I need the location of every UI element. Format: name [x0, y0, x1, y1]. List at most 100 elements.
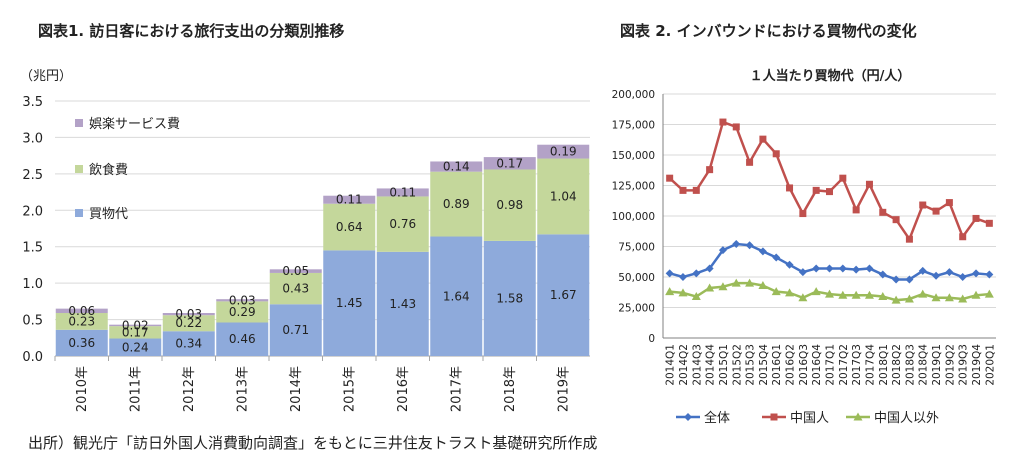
x-tick-label: 2010年 — [75, 366, 90, 412]
bar-segment — [269, 304, 322, 356]
data-point — [918, 266, 927, 275]
data-point — [705, 264, 714, 273]
data-point — [785, 260, 794, 269]
data-point — [932, 207, 940, 215]
data-label: 0.19 — [550, 145, 577, 159]
data-point — [839, 174, 847, 182]
x-tick-label: 2017年 — [449, 366, 464, 412]
bar-segment — [109, 338, 162, 356]
x-tick-label: 2012年 — [182, 366, 197, 412]
x-tick-label: 2018年 — [503, 366, 518, 412]
y-tick-label: 75,000 — [618, 242, 655, 254]
legend-marker — [770, 413, 778, 421]
bar-segment — [376, 251, 429, 356]
x-tick-label: 2019Q2 — [944, 344, 956, 386]
data-label: 0.89 — [443, 197, 470, 211]
bar-segment — [323, 195, 376, 204]
data-point — [665, 287, 675, 296]
x-tick-label: 2017Q3 — [851, 344, 863, 386]
x-tick-label: 2018Q3 — [904, 344, 916, 386]
x-tick-label: 2015年 — [342, 366, 357, 412]
data-label: 0.64 — [336, 220, 363, 234]
data-point — [984, 289, 994, 298]
data-point — [691, 292, 701, 301]
bar-segment — [376, 196, 429, 252]
data-point — [931, 293, 941, 302]
bar-segment — [537, 158, 590, 235]
y-tick-label: 0.0 — [22, 350, 43, 365]
data-label: 0.11 — [389, 185, 416, 199]
data-point — [905, 275, 914, 284]
chart-title: １人当たり買物代（円/人） — [750, 68, 911, 84]
data-point — [891, 295, 901, 304]
data-point — [812, 264, 821, 273]
data-point — [852, 265, 861, 274]
data-label: 0.05 — [282, 264, 309, 278]
stacked-bar-chart: （兆円） 0.0 0.5 1.0 1.5 2.0 2.5 3.0 3.5 0.36 0.230.06… — [20, 69, 590, 412]
data-point — [826, 188, 833, 196]
bar-segment — [537, 234, 590, 356]
x-tick-label: 2015Q1 — [718, 344, 730, 386]
data-point — [971, 290, 981, 299]
bar-segment — [269, 269, 322, 273]
data-point — [972, 214, 980, 222]
bar-segment — [430, 236, 483, 356]
bar-segment — [55, 308, 108, 314]
legend-marker — [853, 412, 863, 421]
y-tick-label: 3.5 — [22, 95, 43, 110]
data-label: 0.36 — [68, 336, 95, 350]
data-point — [799, 210, 807, 218]
legend-label: 飲食費 — [89, 162, 128, 178]
data-point — [905, 235, 913, 243]
bar-segment — [55, 313, 108, 330]
y-tick-label: 1.0 — [22, 277, 43, 292]
data-label: 0.43 — [282, 282, 309, 296]
data-point — [785, 288, 795, 297]
x-tick-label: 2014Q1 — [665, 344, 677, 386]
data-label: 1.58 — [496, 291, 523, 305]
bar-segment — [162, 313, 215, 316]
data-point — [786, 184, 794, 192]
data-label: 0.14 — [443, 160, 470, 174]
bar-segment — [537, 144, 590, 159]
x-tick-label: 2014年 — [289, 366, 304, 412]
data-label: 0.02 — [122, 318, 149, 332]
bar-segment — [269, 272, 322, 305]
x-tick-label: 2015Q4 — [758, 344, 770, 386]
x-tick-label: 2020Q1 — [984, 344, 996, 386]
x-tick-label: 2018Q2 — [891, 344, 903, 386]
data-point — [865, 264, 874, 273]
data-point — [892, 216, 900, 224]
data-point — [705, 283, 715, 292]
series-line — [668, 120, 990, 242]
data-point — [692, 186, 700, 194]
data-point — [985, 270, 994, 279]
data-point — [878, 292, 888, 301]
x-tick-label: 2017Q4 — [864, 344, 876, 386]
data-point — [732, 240, 741, 249]
legend-label: 娯楽サービス費 — [89, 116, 180, 132]
data-point — [825, 264, 834, 273]
bar-segment — [109, 326, 162, 339]
legend-label: 中国人 — [790, 411, 829, 426]
x-tick-label: 2018Q1 — [878, 344, 890, 386]
legend-marker — [684, 413, 692, 421]
data-point — [666, 174, 674, 182]
data-point — [772, 253, 781, 262]
x-tick-label: 2015Q3 — [745, 344, 757, 386]
y-tick-label: 150,000 — [612, 150, 655, 162]
y-tick-label: 0.5 — [22, 314, 43, 329]
data-label: 0.76 — [389, 217, 416, 231]
data-point — [945, 199, 953, 207]
data-label: 0.06 — [68, 304, 95, 318]
data-point — [745, 278, 755, 287]
x-tick-label: 2016Q3 — [798, 344, 810, 386]
data-label: 0.03 — [229, 293, 256, 307]
x-tick-label: 2016Q2 — [785, 344, 797, 386]
data-point — [852, 206, 860, 214]
bar-segment — [216, 299, 269, 302]
data-label: 1.43 — [389, 297, 416, 311]
data-point — [892, 275, 901, 284]
data-point — [732, 123, 740, 131]
data-point — [879, 208, 887, 216]
